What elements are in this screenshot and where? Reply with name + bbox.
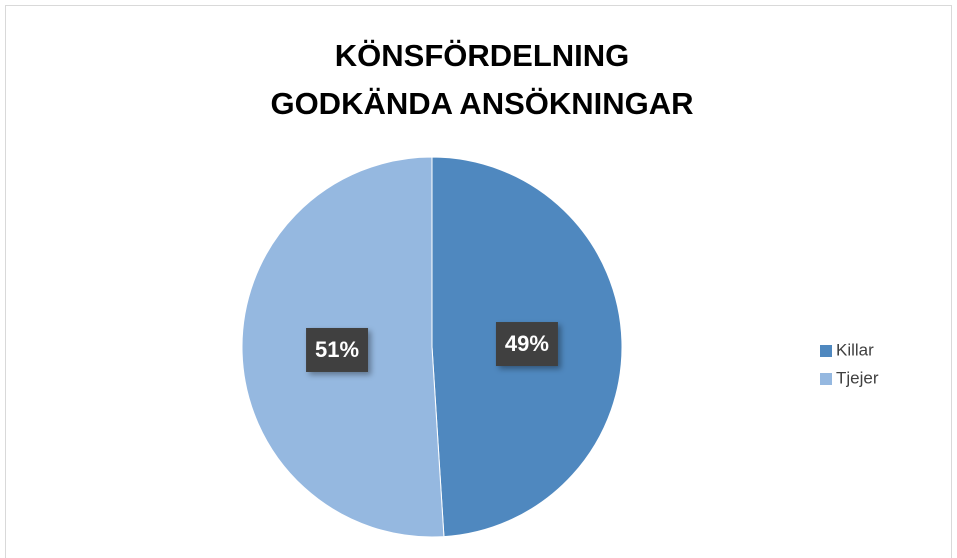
data-label: 51% — [315, 337, 359, 362]
legend-swatch — [820, 345, 832, 357]
data-label-box — [306, 327, 369, 372]
data-label-box — [495, 322, 558, 367]
data-label: 49% — [505, 331, 549, 356]
legend-label: Tjejer — [836, 368, 879, 387]
chart-title: GODKÄNDA ANSÖKNINGAR — [270, 86, 693, 121]
chart-title: KÖNSFÖRDELNING — [335, 38, 630, 73]
legend-swatch — [820, 373, 832, 385]
legend-label: Killar — [836, 340, 874, 359]
